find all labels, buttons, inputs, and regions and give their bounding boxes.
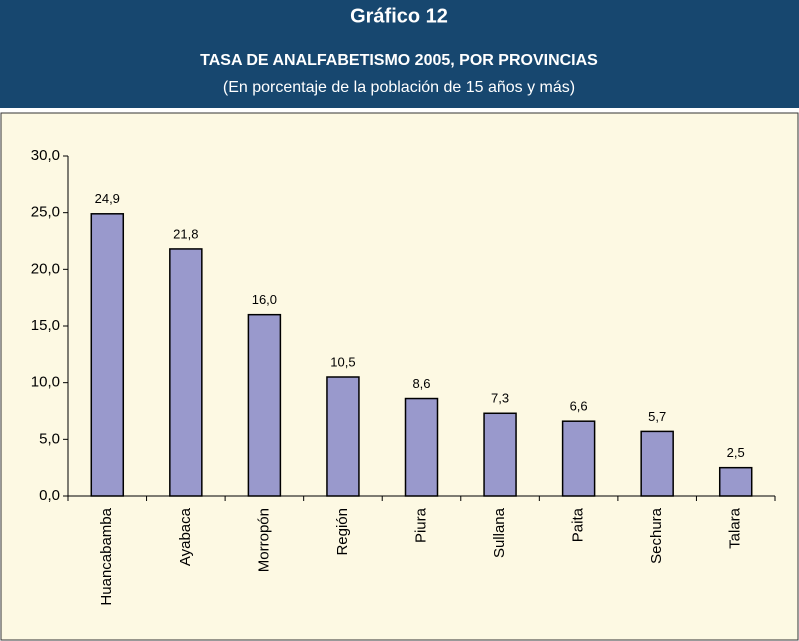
chart-subtitle: TASA DE ANALFABETISMO 2005, POR PROVINCI… bbox=[200, 52, 598, 69]
x-tick-label: Piura bbox=[412, 507, 429, 543]
header-banner bbox=[0, 0, 799, 108]
x-tick-label: Ayabaca bbox=[177, 507, 194, 566]
y-tick-label: 15,0 bbox=[31, 317, 60, 334]
x-tick-label: Región bbox=[334, 508, 351, 556]
chart-note: (En porcentaje de la población de 15 año… bbox=[223, 79, 575, 96]
bar bbox=[718, 466, 753, 497]
value-label: 7,3 bbox=[491, 391, 509, 406]
bar bbox=[247, 313, 282, 497]
bar bbox=[483, 412, 517, 497]
bar bbox=[561, 420, 596, 497]
bar bbox=[640, 430, 674, 497]
y-tick-label: 0,0 bbox=[39, 487, 60, 504]
x-tick-label: Huancabamba bbox=[98, 507, 115, 605]
value-label: 10,5 bbox=[330, 354, 355, 369]
bar bbox=[404, 397, 439, 497]
value-label: 2,5 bbox=[727, 445, 745, 460]
value-label: 21,8 bbox=[173, 226, 198, 241]
plot-background bbox=[0, 112, 799, 641]
value-label: 16,0 bbox=[252, 292, 277, 307]
y-tick-label: 30,0 bbox=[31, 147, 60, 164]
x-tick-label: Morropón bbox=[255, 508, 272, 572]
y-tick-label: 10,0 bbox=[31, 374, 60, 391]
bar bbox=[90, 213, 125, 497]
y-tick-label: 25,0 bbox=[31, 204, 60, 221]
y-tick-label: 20,0 bbox=[31, 260, 60, 277]
value-label: 5,7 bbox=[648, 409, 666, 424]
value-label: 24,9 bbox=[95, 191, 120, 206]
bar bbox=[326, 376, 360, 497]
value-label: 6,6 bbox=[570, 399, 588, 414]
bar bbox=[169, 248, 203, 497]
chart-title: Gráfico 12 bbox=[350, 5, 448, 27]
y-tick-label: 5,0 bbox=[39, 430, 60, 447]
x-tick-label: Sechura bbox=[648, 507, 665, 564]
x-tick-label: Paita bbox=[570, 507, 587, 542]
x-tick-label: Sullana bbox=[491, 507, 508, 558]
value-label: 8,6 bbox=[412, 376, 430, 391]
x-tick-label: Talara bbox=[727, 507, 744, 549]
